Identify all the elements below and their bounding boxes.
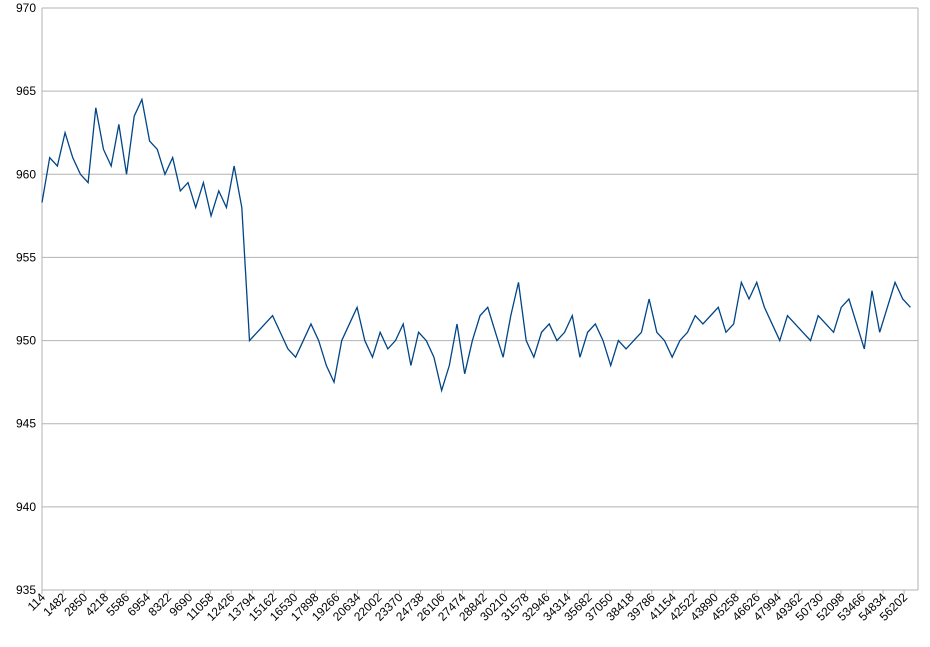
y-tick-label: 955 bbox=[16, 250, 36, 264]
y-tick-label: 935 bbox=[16, 583, 36, 597]
y-tick-label: 940 bbox=[16, 500, 36, 514]
y-tick-label: 970 bbox=[16, 1, 36, 15]
data-line bbox=[41, 97, 911, 393]
y-tick-label: 965 bbox=[16, 84, 36, 98]
y-tick-label: 960 bbox=[16, 167, 36, 181]
y-tick-label: 950 bbox=[16, 334, 36, 348]
y-tick-label: 945 bbox=[16, 417, 36, 431]
